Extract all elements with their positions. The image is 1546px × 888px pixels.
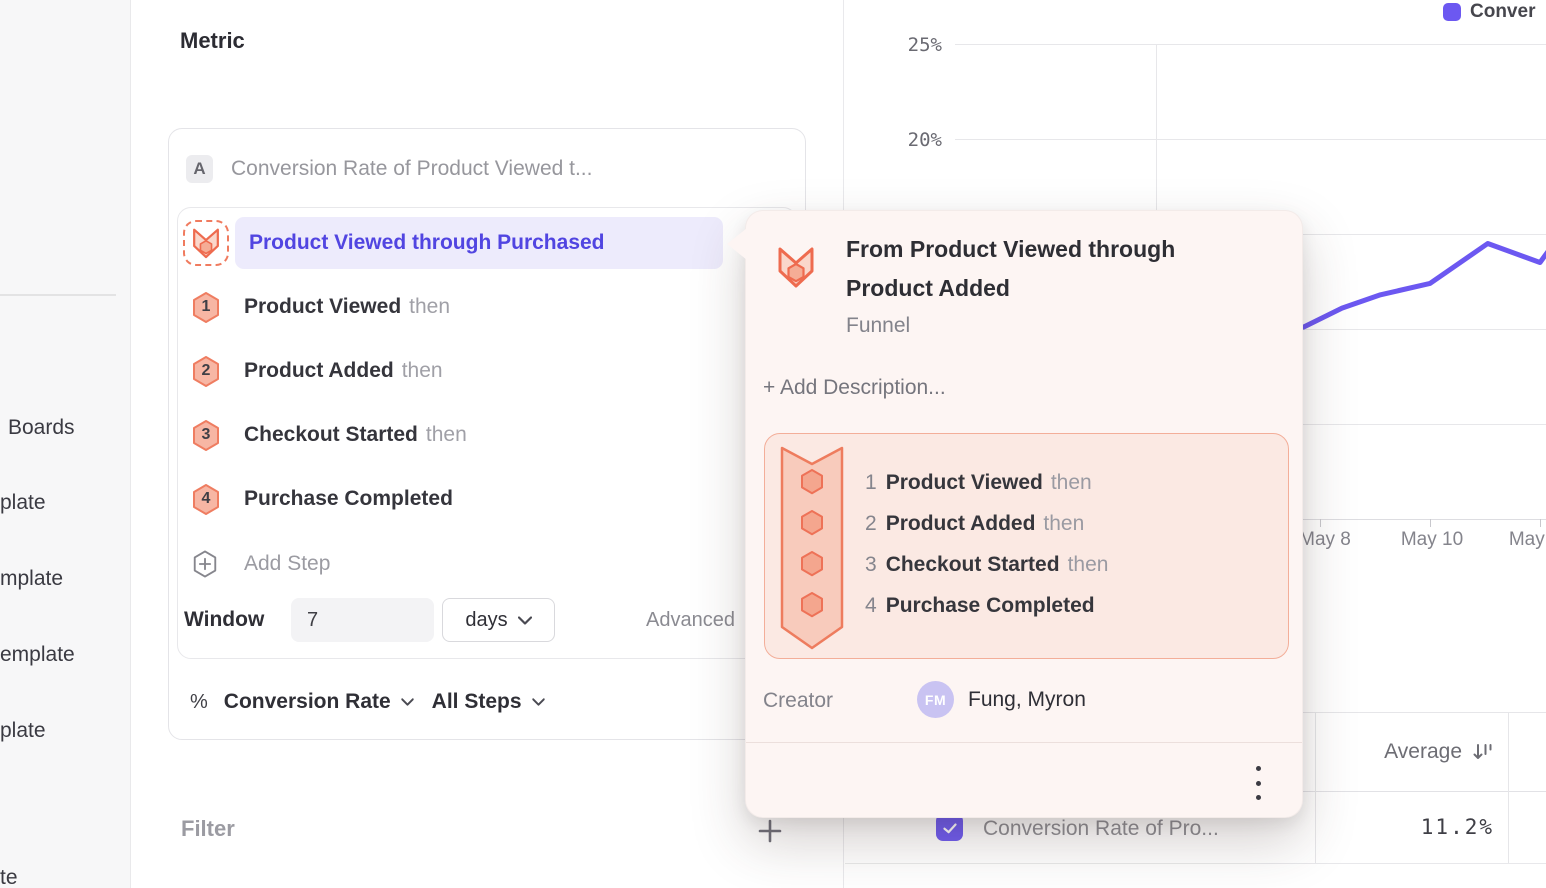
x-tick-label: May 10 — [1400, 529, 1464, 550]
table-row-border — [845, 863, 1546, 864]
table-row-series-name[interactable]: Conversion Rate of Pro... — [983, 817, 1219, 840]
table-row-average-value: 11.2% — [1420, 815, 1494, 839]
table-column-divider — [1508, 712, 1509, 863]
sort-descending-icon — [1473, 743, 1492, 759]
gridline-20pct — [955, 139, 1546, 140]
step-number-badge: 3 — [191, 419, 221, 452]
funnel-step-row[interactable]: 3 Checkout Started then — [191, 418, 467, 452]
sidebar-item-template-5[interactable]: te — [0, 866, 18, 888]
add-filter-button[interactable] — [757, 818, 783, 849]
chart-legend[interactable]: Conver — [1443, 1, 1535, 23]
plus-icon — [758, 819, 782, 843]
funnel-type-icon-box[interactable] — [183, 220, 229, 266]
window-label: Window — [184, 608, 265, 631]
conversion-line-chart[interactable] — [843, 0, 1546, 560]
funnel-step-row[interactable]: 1 Product Viewed then — [191, 290, 450, 324]
window-unit-value: days — [465, 608, 508, 631]
add-step-label: Add Step — [244, 552, 331, 575]
sidebar-divider — [0, 294, 116, 296]
funnel-step-row[interactable]: 2 Product Added then — [191, 354, 443, 388]
avatar: FM — [917, 681, 954, 718]
step-name: Purchase Completed — [244, 487, 453, 510]
step-connector: then — [401, 359, 443, 382]
legend-label: Conver — [1470, 1, 1536, 22]
sidebar-item-template-1[interactable]: plate — [0, 491, 46, 514]
average-header-label: Average — [1384, 739, 1462, 763]
sidebar: Boards plate mplate emplate plate te — [0, 0, 131, 888]
popover-funnel-summary: 1 Product Viewed then 2 Product Added then 3… — [764, 433, 1289, 659]
series-checkbox[interactable] — [936, 814, 963, 841]
step-number-badge: 1 — [191, 291, 221, 324]
step-connector: then — [425, 423, 467, 446]
chevron-down-icon — [518, 616, 532, 625]
sidebar-item-template-3[interactable]: emplate — [0, 643, 75, 666]
step-number-badge: 2 — [191, 355, 221, 388]
chevron-down-icon[interactable] — [532, 698, 545, 706]
steps-scope-dropdown[interactable]: All Steps — [431, 690, 522, 713]
sidebar-item-boards[interactable]: Boards — [8, 416, 75, 439]
funnel-icon — [191, 226, 221, 260]
more-options-button[interactable] — [1254, 764, 1262, 802]
popover-step: 1 Product Viewed then — [865, 471, 1092, 494]
funnel-detail-popover: From Product Viewed through Product Adde… — [727, 210, 1303, 818]
popover-subtitle: Funnel — [846, 314, 911, 337]
creator-label: Creator — [763, 689, 834, 712]
gridline-25pct — [955, 44, 1546, 45]
measured-as-dropdown[interactable]: Conversion Rate — [223, 690, 391, 713]
y-tick-label: 25% — [907, 34, 942, 56]
add-description-link[interactable]: + Add Description... — [763, 376, 946, 399]
popover-title: From Product Viewed through Product Adde… — [846, 236, 1176, 301]
filter-section-title: Filter — [181, 816, 235, 841]
funnel-step-row[interactable]: 4 Purchase Completed — [191, 482, 461, 516]
x-tick-mark — [1320, 519, 1321, 527]
average-column-header[interactable]: Average — [1315, 712, 1508, 791]
check-icon — [942, 822, 957, 833]
x-tick-mark — [1540, 519, 1541, 527]
step-name: Product Viewed — [244, 295, 402, 318]
chevron-down-icon[interactable] — [401, 698, 414, 706]
metric-card: A Conversion Rate of Product Viewed t...… — [168, 128, 806, 740]
percent-icon: % — [190, 690, 208, 713]
popover-step: 3 Checkout Started then — [865, 553, 1109, 576]
measure-row: % Conversion Rate All Steps — [190, 679, 545, 725]
sidebar-item-template-4[interactable]: plate — [0, 719, 46, 742]
window-unit-select[interactable]: days — [442, 598, 555, 642]
add-step-button[interactable]: Add Step — [191, 547, 330, 581]
selected-funnel-label: Product Viewed through Purchased — [249, 231, 605, 254]
series-title[interactable]: Conversion Rate of Product Viewed t... — [231, 157, 593, 180]
advanced-link[interactable]: Advanced — [646, 609, 735, 631]
add-step-icon — [191, 548, 221, 581]
table-column-divider — [1315, 712, 1316, 863]
selected-funnel-pill[interactable]: Product Viewed through Purchased — [235, 217, 723, 269]
legend-swatch — [1443, 3, 1461, 21]
x-tick-label: May 8 — [1299, 529, 1351, 550]
sidebar-item-template-2[interactable]: mplate — [0, 567, 64, 590]
popover-step: 2 Product Added then — [865, 512, 1085, 535]
page-title: Metric — [180, 28, 245, 53]
x-tick-mark — [1430, 519, 1431, 527]
x-tick-label: May 12 — [1508, 529, 1546, 550]
step-name: Checkout Started — [244, 423, 418, 446]
popover-step: 4 Purchase Completed — [865, 594, 1095, 617]
popover-footer-divider — [746, 742, 1302, 743]
funnel-icon — [776, 244, 816, 290]
step-name: Product Added — [244, 359, 394, 382]
window-value-input[interactable]: 7 — [291, 598, 434, 642]
series-badge: A — [186, 155, 213, 183]
step-number-badge: 4 — [191, 483, 221, 516]
funnel-banner-icon — [780, 446, 844, 650]
creator-name: Fung, Myron — [968, 688, 1086, 711]
y-tick-label: 20% — [907, 129, 942, 151]
step-connector: then — [409, 295, 451, 318]
